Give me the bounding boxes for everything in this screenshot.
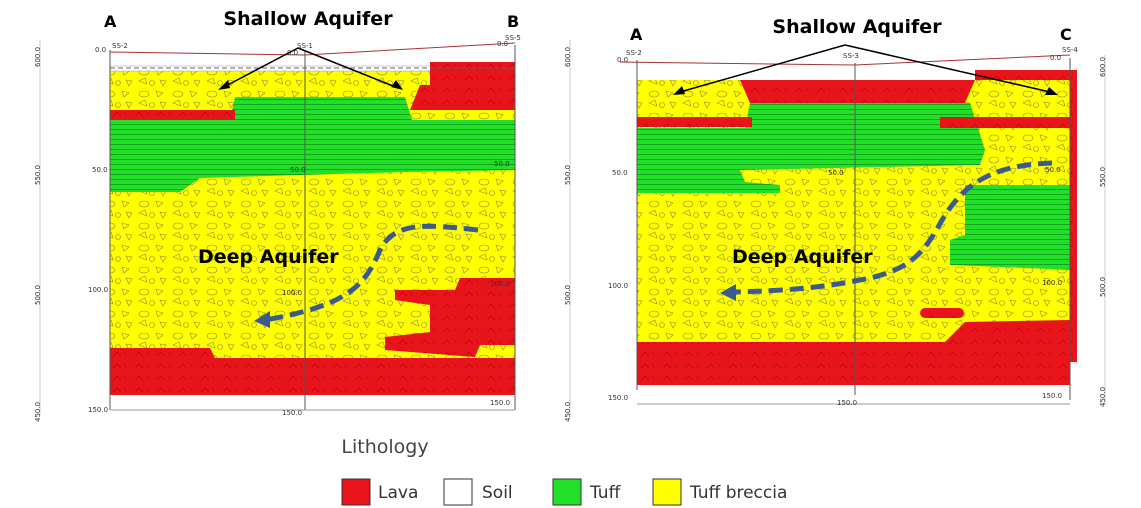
page: 600.0 550.0 500.0 450.0 600.0 550.0 500.… [0, 0, 1141, 508]
depth-label: 50.0 [828, 169, 844, 177]
lava [940, 117, 1075, 128]
elevation-label: 450.0 [564, 402, 572, 422]
elevation-label: 550.0 [1099, 167, 1107, 187]
legend-label: Lava [378, 483, 418, 503]
shallow-aquifer-label: Shallow Aquifer [223, 8, 393, 30]
depth-label: 0.0 [497, 40, 508, 48]
elevation-label: 550.0 [564, 165, 572, 185]
borehole-label: SS-4 [1062, 46, 1078, 54]
elevation-label: 550.0 [34, 165, 42, 185]
legend-label: Tuff breccia [689, 483, 787, 503]
deep-aquifer-label: Deep Aquifer [732, 246, 873, 268]
legend-label: Tuff [589, 483, 622, 503]
depth-label: 150.0 [608, 394, 628, 402]
elevation-label: 600.0 [1099, 57, 1107, 77]
lava [740, 80, 975, 103]
depth-label: 50.0 [612, 169, 628, 177]
section-end-label: A [630, 25, 643, 44]
legend-swatch [342, 479, 370, 505]
depth-label: 150.0 [1042, 392, 1062, 400]
deep-aquifer-label: Deep Aquifer [198, 246, 339, 268]
elevation-label: 600.0 [564, 47, 572, 67]
legend-swatch [553, 479, 581, 505]
elevation-label: 450.0 [1099, 387, 1107, 407]
borehole-label: SS-2 [112, 42, 128, 50]
lava [637, 117, 752, 127]
depth-label: 0.0 [95, 46, 106, 54]
depth-label: 150.0 [88, 406, 108, 414]
legend: Lithology Lava Soil Tuff Tuff breccia [341, 436, 787, 505]
depth-label: 150.0 [490, 399, 510, 407]
depth-label: 100.0 [608, 282, 628, 290]
depth-label: 100.0 [1042, 279, 1062, 287]
panel-left: 600.0 550.0 500.0 450.0 600.0 550.0 500.… [34, 8, 572, 422]
lava [920, 308, 964, 318]
section-end-label: A [104, 12, 117, 31]
depth-label: 50.0 [1045, 166, 1061, 174]
depth-label: 100.0 [282, 289, 302, 297]
lava [110, 110, 235, 120]
section-end-label: C [1060, 25, 1072, 44]
shallow-aquifer-label: Shallow Aquifer [772, 16, 942, 38]
depth-label: 0.0 [1050, 54, 1061, 62]
elevation-label: 500.0 [34, 285, 42, 305]
borehole-label: SS-2 [626, 49, 642, 57]
legend-swatch [444, 479, 472, 505]
tuff [950, 185, 1075, 270]
lava [1070, 70, 1077, 362]
elevation-label: 450.0 [34, 402, 42, 422]
depth-label: 100.0 [88, 286, 108, 294]
borehole-label: SS-3 [843, 52, 859, 60]
legend-label: Soil [482, 483, 513, 503]
elevation-label: 500.0 [1099, 277, 1107, 297]
depth-label: 100.0 [490, 280, 510, 288]
panel-right: 600.0 550.0 500.0 450.0 SS-2 SS-3 SS-4 0… [608, 16, 1107, 407]
depth-label: 50.0 [290, 166, 306, 174]
legend-title: Lithology [341, 436, 428, 458]
section-end-label: B [507, 12, 519, 31]
depth-label: 150.0 [837, 399, 857, 407]
depth-label: 50.0 [92, 166, 108, 174]
elevation-label: 600.0 [34, 47, 42, 67]
depth-label: 150.0 [282, 409, 302, 417]
elevation-label: 500.0 [564, 285, 572, 305]
depth-label: 0.0 [617, 56, 628, 64]
legend-swatch [653, 479, 681, 505]
depth-label: 50.0 [494, 160, 510, 168]
